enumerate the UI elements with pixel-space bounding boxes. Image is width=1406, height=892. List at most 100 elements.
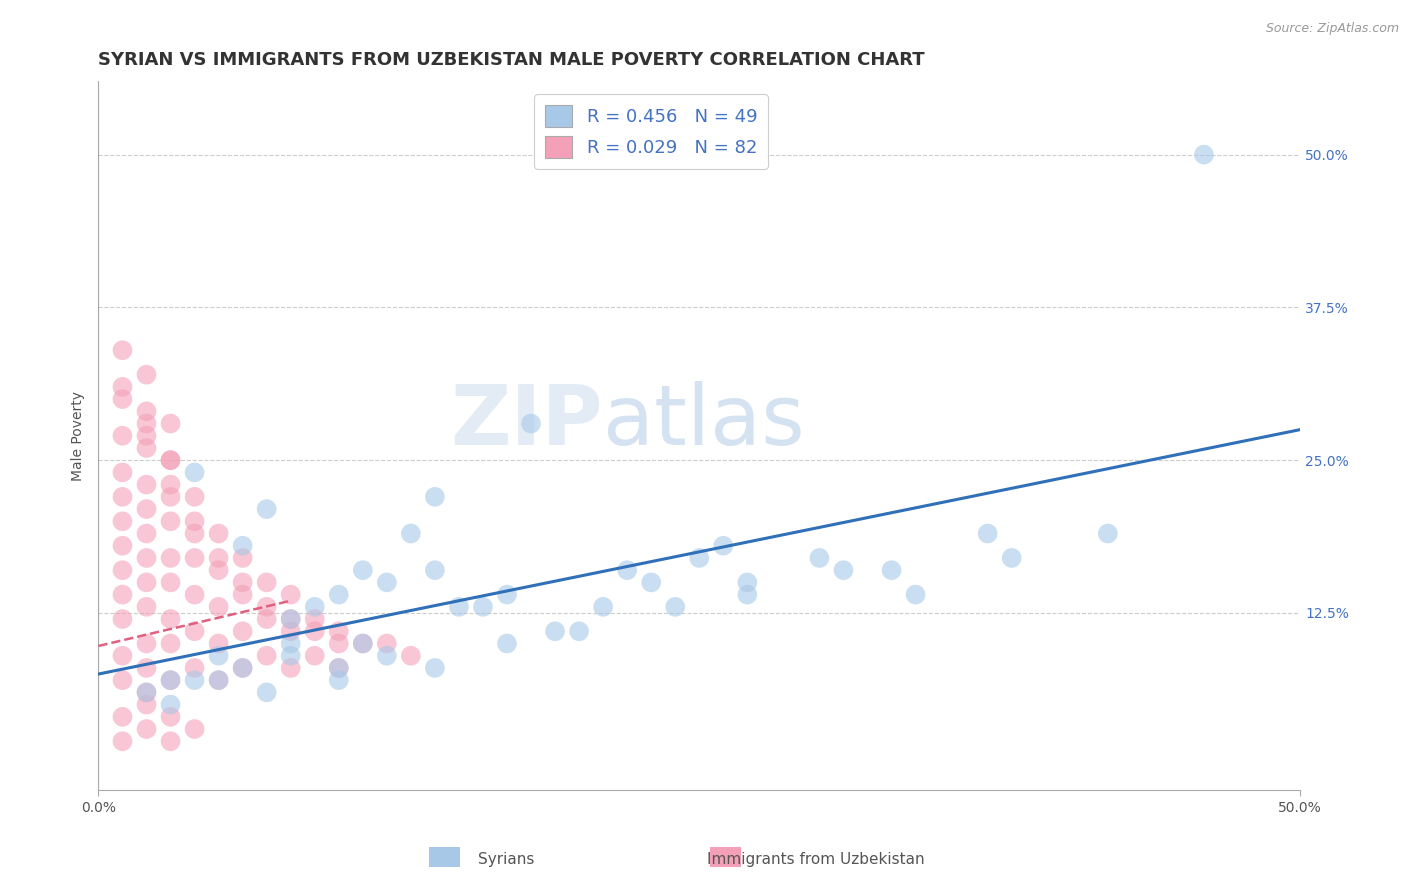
Point — [111, 490, 134, 504]
Point — [135, 575, 157, 590]
Point — [159, 490, 181, 504]
Point — [711, 539, 734, 553]
Point — [207, 636, 229, 650]
Point — [183, 588, 205, 602]
Point — [183, 624, 205, 639]
Point — [135, 417, 157, 431]
Point — [280, 636, 302, 650]
Point — [496, 636, 519, 650]
Point — [304, 624, 326, 639]
Point — [880, 563, 903, 577]
Point — [207, 551, 229, 566]
Point — [111, 539, 134, 553]
Point — [111, 343, 134, 358]
Point — [256, 575, 278, 590]
Point — [135, 698, 157, 712]
Point — [207, 563, 229, 577]
Point — [304, 648, 326, 663]
Point — [280, 661, 302, 675]
Point — [232, 661, 254, 675]
Legend: R = 0.456   N = 49, R = 0.029   N = 82: R = 0.456 N = 49, R = 0.029 N = 82 — [534, 94, 768, 169]
Point — [159, 673, 181, 688]
Point — [159, 710, 181, 724]
Point — [159, 417, 181, 431]
Point — [352, 563, 374, 577]
Point — [135, 477, 157, 491]
Point — [256, 612, 278, 626]
Point — [135, 636, 157, 650]
Point — [256, 599, 278, 614]
Point — [135, 722, 157, 736]
Point — [352, 636, 374, 650]
Y-axis label: Male Poverty: Male Poverty — [72, 391, 86, 481]
Point — [159, 673, 181, 688]
Point — [111, 612, 134, 626]
Point — [544, 624, 567, 639]
Point — [688, 551, 710, 566]
Point — [616, 563, 638, 577]
Point — [232, 624, 254, 639]
Point — [183, 661, 205, 675]
Text: SYRIAN VS IMMIGRANTS FROM UZBEKISTAN MALE POVERTY CORRELATION CHART: SYRIAN VS IMMIGRANTS FROM UZBEKISTAN MAL… — [98, 51, 925, 69]
Point — [207, 673, 229, 688]
Point — [472, 599, 495, 614]
Point — [135, 502, 157, 516]
Point — [423, 490, 446, 504]
Point — [1097, 526, 1119, 541]
Point — [135, 551, 157, 566]
Point — [207, 673, 229, 688]
Point — [1192, 147, 1215, 161]
Point — [328, 588, 350, 602]
Point — [904, 588, 927, 602]
Point — [111, 734, 134, 748]
Point — [256, 502, 278, 516]
Point — [375, 648, 398, 663]
Point — [135, 441, 157, 455]
Point — [280, 648, 302, 663]
Point — [399, 526, 422, 541]
Point — [375, 636, 398, 650]
Point — [737, 588, 759, 602]
Point — [111, 380, 134, 394]
Point — [135, 526, 157, 541]
Point — [304, 599, 326, 614]
Point — [111, 673, 134, 688]
Point — [111, 563, 134, 577]
Text: ZIP: ZIP — [451, 381, 603, 462]
Point — [159, 698, 181, 712]
Point — [135, 404, 157, 418]
Point — [232, 551, 254, 566]
Point — [135, 685, 157, 699]
Point — [423, 563, 446, 577]
Point — [423, 661, 446, 675]
Point — [135, 429, 157, 443]
Point — [640, 575, 662, 590]
Point — [328, 624, 350, 639]
Text: Source: ZipAtlas.com: Source: ZipAtlas.com — [1265, 22, 1399, 36]
Point — [256, 648, 278, 663]
Point — [304, 612, 326, 626]
Point — [280, 612, 302, 626]
Point — [135, 368, 157, 382]
Point — [159, 734, 181, 748]
Point — [159, 453, 181, 467]
Point — [375, 575, 398, 590]
Point — [111, 514, 134, 528]
Point — [256, 685, 278, 699]
Point — [111, 392, 134, 406]
Point — [183, 490, 205, 504]
Point — [159, 453, 181, 467]
Point — [183, 526, 205, 541]
Point — [159, 612, 181, 626]
Point — [280, 588, 302, 602]
Point — [737, 575, 759, 590]
Text: Syrians: Syrians — [478, 852, 534, 867]
Point — [328, 636, 350, 650]
Point — [1001, 551, 1024, 566]
Point — [111, 588, 134, 602]
Point — [232, 661, 254, 675]
Point — [232, 539, 254, 553]
Point — [183, 673, 205, 688]
Point — [447, 599, 470, 614]
Point — [592, 599, 614, 614]
